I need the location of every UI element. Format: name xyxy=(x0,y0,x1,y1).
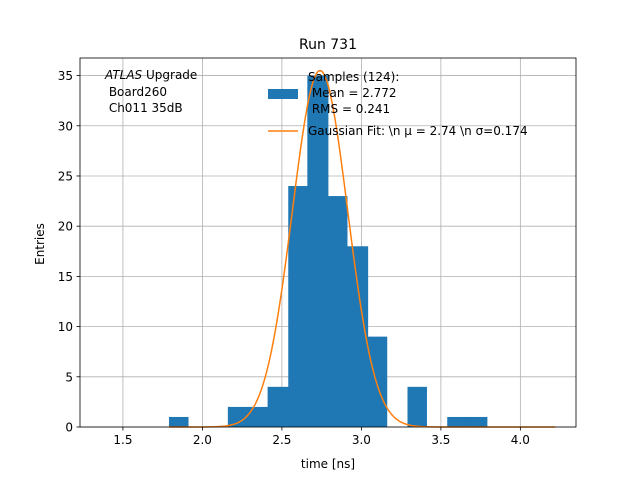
x-tick-label: 4.0 xyxy=(511,433,530,447)
y-tick-label: 5 xyxy=(65,370,73,384)
annotation-atlas: ATLAS xyxy=(104,68,143,82)
y-tick-label: 0 xyxy=(65,421,73,435)
histogram-bar-4 xyxy=(248,406,268,427)
histogram-bar-14 xyxy=(447,416,467,427)
y-tick-label: 10 xyxy=(58,320,73,334)
y-tick-label: 20 xyxy=(58,220,73,234)
histogram-bar-12 xyxy=(407,386,427,427)
legend-hist-line-3: RMS = 0.241 xyxy=(308,102,390,116)
y-axis-label: Entries xyxy=(33,223,47,265)
axis-ticks: 1.5 2.0 2.5 3.0 3.5 4.0 0 5 10 15 20 25 30 35 xyxy=(58,69,530,447)
x-tick-label: 2.5 xyxy=(272,433,291,447)
histogram-bar-7 xyxy=(307,75,329,428)
annotation-line-1: ATLAS Upgrade xyxy=(104,68,197,82)
annotation-upgrade: Upgrade xyxy=(142,68,197,82)
y-tick-label: 25 xyxy=(58,169,73,183)
histogram-bar-9 xyxy=(347,246,369,427)
histogram-bar-8 xyxy=(328,196,348,427)
histogram-bar-0 xyxy=(169,416,189,427)
x-tick-label: 1.5 xyxy=(113,433,132,447)
legend-hist-line-1: Samples (124): xyxy=(308,70,399,84)
chart-title: Run 731 xyxy=(299,37,357,53)
y-tick-label: 15 xyxy=(58,270,73,284)
x-tick-label: 2.0 xyxy=(193,433,212,447)
legend-hist-line-2: Mean = 2.772 xyxy=(308,86,397,100)
legend-hist-swatch xyxy=(268,89,298,99)
y-tick-label: 30 xyxy=(58,119,73,133)
annotation-line-2: Board260 xyxy=(105,85,167,99)
x-axis-label: time [ns] xyxy=(301,457,355,471)
histogram-bar-15 xyxy=(466,416,488,427)
histogram-bar-3 xyxy=(227,406,249,427)
x-tick-label: 3.5 xyxy=(431,433,450,447)
histogram-bars xyxy=(169,75,488,428)
legend-fit-label: Gaussian Fit: \n μ = 2.74 \n σ=0.174 xyxy=(308,124,528,138)
histogram-bar-6 xyxy=(288,186,308,427)
histogram-bar-10 xyxy=(367,336,388,427)
plot-frame xyxy=(79,57,577,428)
x-tick-label: 3.0 xyxy=(352,433,371,447)
histogram-bar-5 xyxy=(267,386,289,427)
annotation-line-3: Ch011 35dB xyxy=(105,101,183,115)
atlas-annotation: ATLAS Upgrade Board260 Ch011 35dB xyxy=(104,68,197,115)
legend: Samples (124): Mean = 2.772 RMS = 0.241 … xyxy=(268,70,528,138)
y-tick-label: 35 xyxy=(58,69,73,83)
